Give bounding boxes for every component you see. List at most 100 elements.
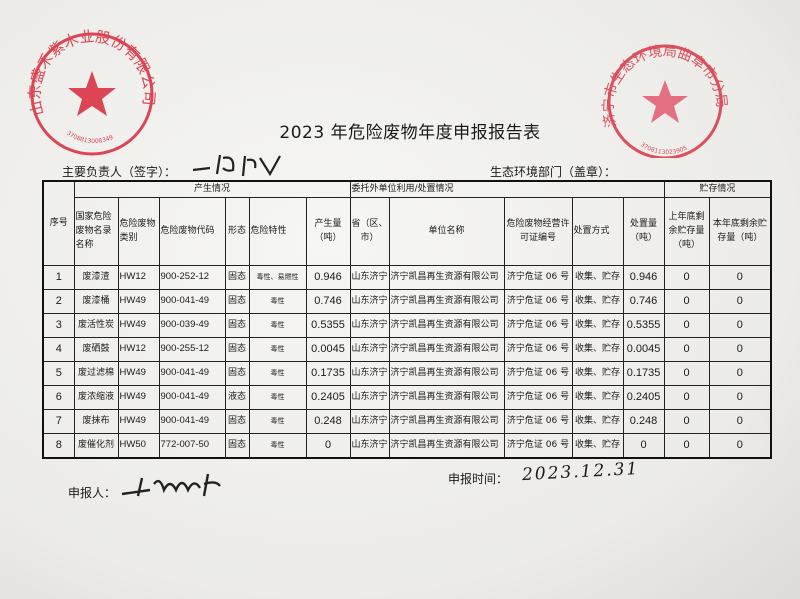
cell-prev-storage: 0 xyxy=(663,336,710,362)
declarant-signature xyxy=(121,473,221,497)
cell-category: HW49 xyxy=(117,384,160,410)
env-dept-label: 生态环境部门（盖章）： xyxy=(490,165,617,179)
cell-company: 济宁凯昌再生资源有限公司 xyxy=(388,264,505,290)
col-header: 危险废物经营许可证编号 xyxy=(503,196,573,266)
table-row: 8 废催化剂 HW50 772-007-50 固态 毒性 0 山东济宁 济宁凯昌再生资源有限公司… xyxy=(42,432,772,458)
cell-waste-name: 废浓缩液 xyxy=(73,384,119,410)
cell-method: 收集、贮存 xyxy=(571,312,624,338)
header-seq: 序号 xyxy=(42,180,75,266)
cell-amount: 0 xyxy=(305,432,351,458)
cell-seq: 4 xyxy=(42,336,75,362)
cell-seq: 8 xyxy=(42,432,75,458)
cell-code: 900-039-49 xyxy=(158,312,226,338)
cell-waste-name: 废过滤棉 xyxy=(73,360,119,386)
cell-province: 山东济宁 xyxy=(349,312,390,338)
cell-amount: 0.1735 xyxy=(305,360,351,386)
document-title: 2023 年危险废物年度申报报告表 xyxy=(279,123,541,143)
cell-license: 济宁危证 06 号 xyxy=(503,384,573,410)
cell-province: 山东济宁 xyxy=(349,288,390,314)
cell-license: 济宁危证 06 号 xyxy=(503,432,573,458)
cell-disposed: 0.2405 xyxy=(622,384,665,410)
cell-curr-storage: 0 xyxy=(708,432,772,458)
col-header: 危险特性 xyxy=(248,196,307,266)
cell-province: 山东济宁 xyxy=(349,360,390,386)
cell-amount: 0.248 xyxy=(305,408,351,434)
svg-text:3708813008349: 3708813008349 xyxy=(65,130,114,145)
col-header: 单位名称 xyxy=(388,196,505,266)
col-header: 处置量（吨） xyxy=(622,196,665,266)
cell-waste-name: 废漆桶 xyxy=(73,288,119,314)
col-header: 国家危险废物名录名称 xyxy=(73,196,119,266)
col-header: 省（区、市） xyxy=(349,196,390,266)
cell-hazard: 毒性 xyxy=(248,360,307,386)
cell-form: 固态 xyxy=(224,264,250,290)
cell-company: 济宁凯昌再生资源有限公司 xyxy=(388,384,505,410)
cell-seq: 6 xyxy=(42,384,75,410)
table-row: 2 废漆桶 HW49 900-041-49 固态 毒性 0.746 山东济宁 济宁凯昌再生资源有… xyxy=(42,288,772,314)
cell-category: HW12 xyxy=(117,264,160,290)
cell-method: 收集、贮存 xyxy=(571,336,624,362)
cell-prev-storage: 0 xyxy=(663,312,710,338)
cell-hazard: 毒性 xyxy=(248,432,307,458)
cell-form: 固态 xyxy=(224,288,250,314)
cell-disposed: 0 xyxy=(622,432,665,458)
header-entrusted: 委托外单位利用/处置情况 xyxy=(349,180,665,198)
cell-seq: 7 xyxy=(42,408,75,434)
cell-prev-storage: 0 xyxy=(663,408,710,434)
cell-disposed: 0.946 xyxy=(622,264,665,290)
cell-hazard: 毒性 xyxy=(248,384,307,410)
cell-province: 山东济宁 xyxy=(349,336,390,362)
cell-form: 固态 xyxy=(224,408,250,434)
cell-disposed: 0.746 xyxy=(622,288,665,314)
cell-category: HW49 xyxy=(117,360,160,386)
cell-seq: 3 xyxy=(42,312,75,338)
cell-category: HW49 xyxy=(117,312,160,338)
table-row: 6 废浓缩液 HW49 900-041-49 液态 毒性 0.2405 山东济宁 济宁凯昌再生资… xyxy=(42,384,772,410)
cell-hazard: 毒性 xyxy=(248,408,307,434)
env-bureau-seal-stamp: 济宁市生态环境局曲阜市分局 3708113023905 xyxy=(600,43,729,158)
cell-waste-name: 废催化剂 xyxy=(73,432,119,458)
col-header: 产生量（吨） xyxy=(305,196,351,266)
cell-form: 固态 xyxy=(224,360,250,386)
cell-method: 收集、贮存 xyxy=(571,384,624,410)
cell-method: 收集、贮存 xyxy=(571,264,624,290)
cell-prev-storage: 0 xyxy=(663,432,710,458)
cell-prev-storage: 0 xyxy=(663,360,710,386)
cell-method: 收集、贮存 xyxy=(571,408,624,434)
cell-code: 900-041-49 xyxy=(158,408,226,434)
cell-amount: 0.2405 xyxy=(305,384,351,410)
cell-amount: 0.0045 xyxy=(305,336,351,362)
cell-form: 固态 xyxy=(224,336,250,362)
cell-curr-storage: 0 xyxy=(708,336,772,362)
cell-curr-storage: 0 xyxy=(708,360,772,386)
cell-hazard: 毒性、易燃性 xyxy=(248,264,307,290)
cell-disposed: 0.248 xyxy=(622,408,665,434)
cell-method: 收集、贮存 xyxy=(571,360,624,386)
declarant-label: 申报人： xyxy=(68,486,117,500)
cell-amount: 0.746 xyxy=(305,288,351,314)
responsible-person-label: 主要负责人（签字）： xyxy=(62,165,177,179)
cell-category: HW49 xyxy=(117,408,160,434)
cell-company: 济宁凯昌再生资源有限公司 xyxy=(388,408,505,434)
cell-curr-storage: 0 xyxy=(708,288,772,314)
cell-curr-storage: 0 xyxy=(708,264,772,290)
cell-category: HW49 xyxy=(117,288,160,314)
cell-curr-storage: 0 xyxy=(708,312,772,338)
cell-code: 772-007-50 xyxy=(158,432,226,458)
responsible-signature xyxy=(192,154,281,177)
cell-form: 固态 xyxy=(224,432,250,458)
cell-disposed: 0.1735 xyxy=(622,360,665,386)
col-header: 形态 xyxy=(224,196,250,266)
header-storage: 贮存情况 xyxy=(663,180,772,198)
cell-prev-storage: 0 xyxy=(663,288,710,314)
cell-hazard: 毒性 xyxy=(248,336,307,362)
cell-waste-name: 废活性炭 xyxy=(73,312,119,338)
table-row: 7 废抹布 HW49 900-041-49 固态 毒性 0.248 山东济宁 济宁凯昌再生资源有… xyxy=(42,408,772,434)
cell-seq: 1 xyxy=(42,264,75,290)
cell-prev-storage: 0 xyxy=(663,264,710,290)
header-production: 产生情况 xyxy=(73,180,351,198)
cell-license: 济宁危证 06 号 xyxy=(503,336,573,362)
col-header: 危险废物代码 xyxy=(158,196,226,266)
cell-curr-storage: 0 xyxy=(708,408,772,434)
cell-license: 济宁危证 06 号 xyxy=(503,288,573,314)
